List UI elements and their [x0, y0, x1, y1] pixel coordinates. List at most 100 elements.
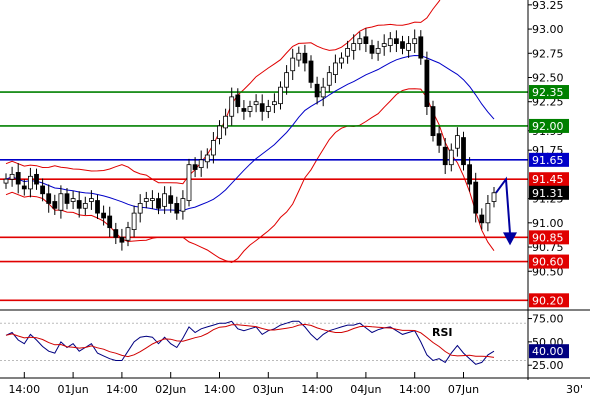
- candle-body: [290, 57, 296, 72]
- forecast-arrow-line: [495, 176, 511, 234]
- candle-body: [174, 203, 180, 214]
- level-label-box: [529, 152, 569, 167]
- candle-body: [265, 106, 271, 112]
- candle-body: [58, 193, 64, 211]
- x-tick-label: 04Jun: [350, 383, 381, 396]
- y-tick-label: 91.00: [532, 217, 564, 230]
- level-label-box: [529, 172, 569, 187]
- y-tick-label: 92.75: [532, 47, 564, 60]
- rsi-title: RSI: [432, 326, 453, 339]
- candle-body: [339, 57, 344, 64]
- candle-body: [95, 200, 100, 214]
- candle-body: [375, 48, 381, 54]
- level-label: 91.65: [532, 154, 564, 167]
- rsi-current-label: 40.00: [532, 345, 564, 358]
- candle-body: [320, 86, 326, 98]
- candle-body: [454, 135, 460, 149]
- candle-body: [34, 173, 39, 185]
- candle-body: [387, 38, 393, 46]
- level-label-box: [529, 254, 569, 269]
- level-label: 90.85: [532, 231, 564, 244]
- x-tick-label: 14:00: [301, 383, 333, 396]
- level-label-box: [529, 85, 569, 100]
- candle-body: [357, 38, 363, 44]
- current-price-label: 91.31: [532, 187, 564, 200]
- candle-body: [418, 36, 424, 59]
- price-axis-layer: 93.2593.0092.7592.5092.2591.9591.7591.25…: [0, 0, 590, 380]
- candle-body: [479, 214, 485, 224]
- candle-body: [223, 115, 229, 129]
- candle-body: [21, 185, 27, 190]
- candle-body: [113, 229, 119, 238]
- candle-body: [363, 36, 369, 44]
- x-tick-label: 14:00: [8, 383, 40, 396]
- candle-body: [101, 212, 106, 219]
- candle-body: [302, 52, 308, 64]
- candle-body: [253, 101, 259, 106]
- x-tick-label: 07Jun: [448, 383, 479, 396]
- candle-body: [448, 149, 454, 166]
- candle-body: [89, 198, 94, 202]
- candle-body: [125, 227, 131, 241]
- x-tick-label: 14:00: [106, 383, 138, 396]
- rsi-signal-line: [5, 323, 495, 358]
- candle-body: [82, 203, 88, 209]
- candle-body: [149, 198, 155, 201]
- candle-body: [217, 125, 222, 139]
- candle-body: [278, 86, 283, 105]
- y-tick-label: 93.00: [532, 23, 564, 36]
- candle-body: [107, 215, 113, 229]
- candle-body: [241, 108, 247, 112]
- candles-layer: [3, 28, 497, 251]
- x-tick-label: 14:00: [204, 383, 236, 396]
- candle-body: [70, 198, 76, 202]
- level-label-box: [529, 230, 569, 245]
- level-label: 90.60: [532, 256, 564, 269]
- candle-body: [412, 38, 418, 44]
- candle-body: [168, 195, 174, 204]
- candle-body: [259, 103, 265, 112]
- candle-body: [235, 94, 241, 107]
- candle-body: [326, 72, 332, 86]
- level-label: 92.00: [532, 120, 564, 133]
- candle-body: [491, 192, 497, 202]
- candle-body: [461, 137, 466, 166]
- candle-body: [229, 96, 235, 117]
- candle-body: [3, 178, 9, 184]
- candle-body: [131, 212, 137, 230]
- candle-body: [381, 43, 387, 47]
- rsi-tick-label: 25.00: [532, 359, 564, 372]
- candle-body: [351, 43, 357, 51]
- bollinger-upper-line: [5, 0, 441, 185]
- x-axis-layer: 14:00 01Jun 14:00 02Jun 14:00 03Jun 14:00 04Jun…: [8, 372, 583, 396]
- candle-body: [27, 175, 33, 190]
- moving-average-line: [5, 54, 495, 212]
- rsi-current-box: [529, 344, 569, 359]
- candle-body: [430, 106, 436, 137]
- candle-body: [180, 198, 186, 212]
- x-tick-label: 01Jun: [58, 383, 89, 396]
- candle-body: [436, 133, 442, 146]
- candle-body: [137, 203, 143, 214]
- level-label: 91.45: [532, 173, 564, 186]
- y-tick-label: 92.50: [532, 72, 564, 85]
- candle-body: [15, 172, 21, 185]
- candle-body: [204, 154, 210, 163]
- candle-body: [186, 164, 192, 201]
- candle-body: [143, 198, 149, 202]
- candle-body: [192, 164, 198, 170]
- rsi-line: [5, 320, 495, 365]
- level-label: 90.20: [532, 294, 564, 307]
- candle-body: [467, 164, 473, 185]
- candle-body: [332, 62, 338, 75]
- candle-body: [162, 193, 168, 207]
- x-tick-label: 02Jun: [155, 383, 186, 396]
- bollinger-bands-layer: [5, 0, 495, 264]
- candle-body: [247, 106, 253, 112]
- candle-body: [296, 52, 302, 61]
- bollinger-lower-line: [5, 88, 495, 264]
- level-label: 92.35: [532, 86, 564, 99]
- candle-body: [210, 140, 216, 156]
